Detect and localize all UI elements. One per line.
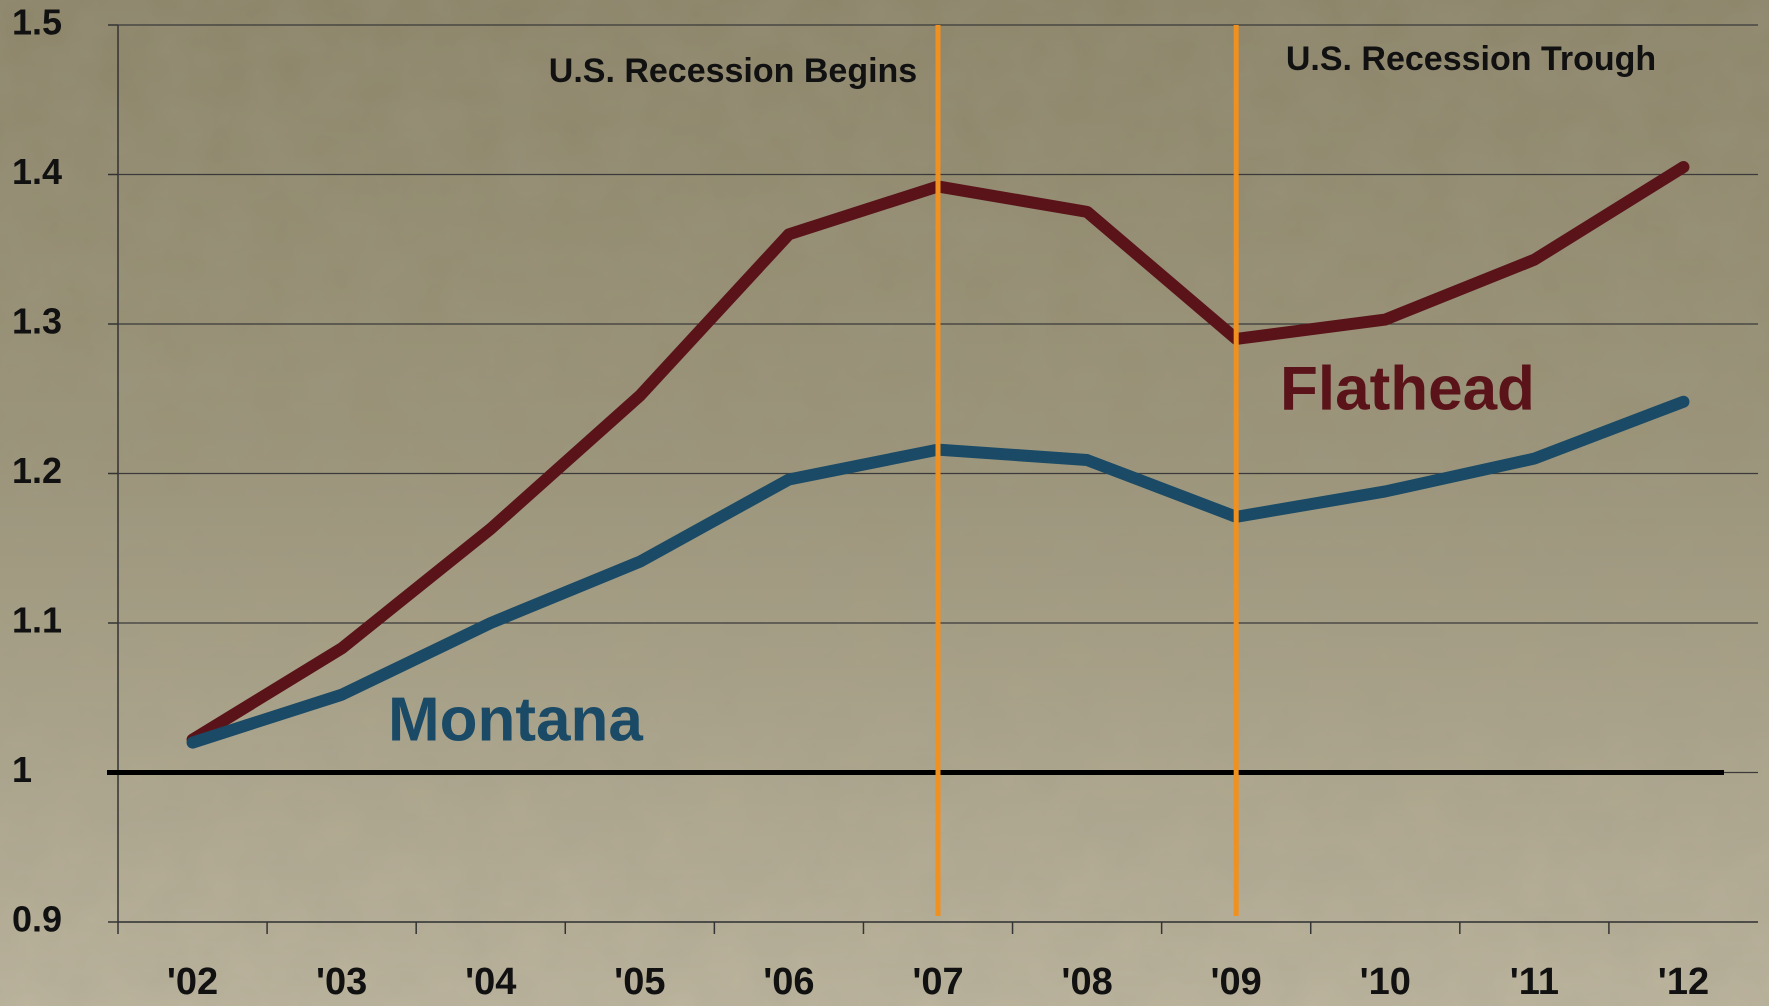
x-tick-label: '12 — [1658, 961, 1709, 1003]
y-tick-label: 1 — [12, 749, 32, 790]
x-tick-label: '09 — [1211, 961, 1262, 1003]
annotation-text: U.S. Recession Trough — [1286, 40, 1656, 78]
x-tick-label: '04 — [465, 961, 516, 1003]
annotation-text: U.S. Recession Begins — [549, 52, 917, 90]
y-tick-label: 1.5 — [12, 2, 62, 43]
x-tick-label: '08 — [1061, 961, 1112, 1003]
series-label: Flathead — [1280, 354, 1535, 423]
y-tick-label: 1.1 — [12, 600, 62, 641]
x-tick-label: '03 — [316, 961, 367, 1003]
x-tick-label: '07 — [912, 961, 963, 1003]
x-tick-label: '02 — [167, 961, 218, 1003]
y-tick-label: 1.2 — [12, 450, 62, 491]
x-tick-label: '11 — [1510, 961, 1559, 1003]
x-tick-label: '10 — [1360, 961, 1411, 1003]
series-label: Montana — [388, 685, 643, 754]
y-tick-label: 1.3 — [12, 301, 62, 342]
y-tick-label: 1.4 — [12, 151, 62, 192]
y-tick-label: 0.9 — [12, 899, 62, 940]
x-tick-label: '05 — [614, 961, 665, 1003]
x-tick-label: '06 — [763, 961, 814, 1003]
